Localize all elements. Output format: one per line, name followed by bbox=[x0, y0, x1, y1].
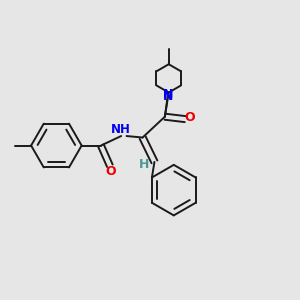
Text: N: N bbox=[163, 88, 173, 101]
Text: N: N bbox=[163, 90, 173, 103]
Text: O: O bbox=[185, 111, 195, 124]
Text: NH: NH bbox=[111, 123, 131, 136]
Text: O: O bbox=[105, 165, 116, 178]
Text: H: H bbox=[139, 158, 149, 171]
